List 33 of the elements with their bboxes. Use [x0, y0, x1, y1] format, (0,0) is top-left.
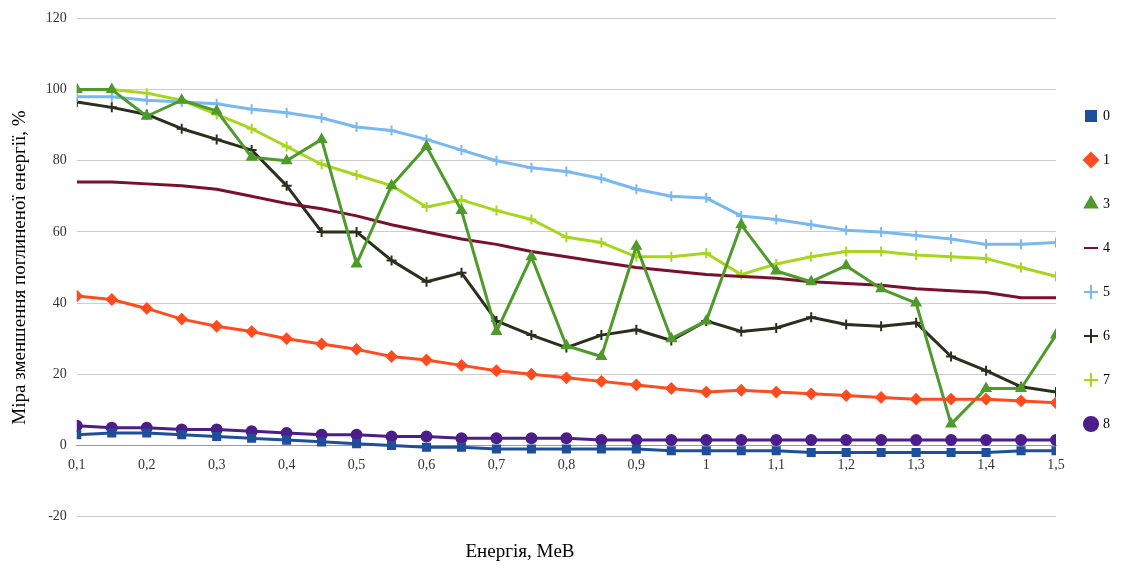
legend-label: 3 [1103, 195, 1110, 211]
x-tick-label: 0,1 [68, 456, 86, 472]
x-tick-label: 1,5 [1047, 456, 1065, 472]
y-tick-label: -20 [48, 508, 67, 524]
y-axis-title: Міра зменшення поглиненої енергії, % [8, 110, 30, 425]
x-tick-label: 1,2 [837, 456, 855, 472]
x-tick-label: 1,3 [907, 456, 925, 472]
x-tick-label: 0,6 [417, 456, 436, 472]
legend-label: 7 [1103, 371, 1110, 387]
x-tick-label: 0,4 [277, 456, 296, 472]
x-tick-label: 1,1 [767, 456, 785, 472]
x-axis-title: Енергія, MeB [464, 540, 576, 562]
legend-label: 8 [1103, 415, 1110, 431]
x-tick-label: 1,4 [977, 456, 995, 472]
legend-label: 1 [1103, 151, 1110, 167]
x-tick-label: 0,3 [207, 456, 226, 472]
y-tick-label: 60 [52, 223, 67, 239]
x-tick-label: 0,9 [627, 456, 646, 472]
y-tick-label: 40 [52, 294, 67, 310]
x-tick-label: 0,8 [557, 456, 576, 472]
x-tick-label: 0,2 [137, 456, 156, 472]
y-tick-label: 80 [52, 152, 67, 168]
x-tick-label: 0,5 [347, 456, 366, 472]
legend-label: 5 [1103, 283, 1110, 299]
x-tick-label: 0,7 [487, 456, 506, 472]
y-tick-label: 0 [59, 437, 67, 453]
legend-label: 4 [1103, 239, 1110, 255]
x-tick-label: 1 [702, 456, 710, 472]
y-tick-label: 100 [45, 81, 67, 97]
y-tick-label: 20 [52, 365, 67, 381]
legend-label: 6 [1103, 327, 1110, 343]
legend-label: 0 [1103, 107, 1110, 123]
y-tick-label: 120 [45, 10, 67, 26]
